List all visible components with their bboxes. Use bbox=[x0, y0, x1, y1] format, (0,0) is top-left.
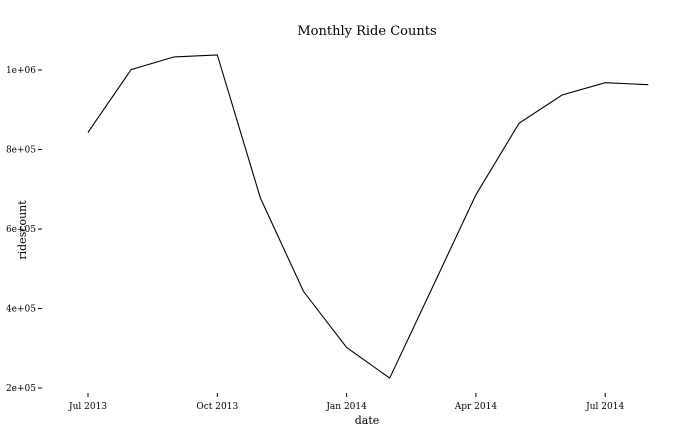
y-tick-label: 4e+05 bbox=[6, 305, 36, 315]
y-tick-label: 6e+05 bbox=[6, 225, 36, 235]
x-tick-label: Apr 2014 bbox=[454, 402, 498, 412]
x-tick-label: Oct 2013 bbox=[196, 402, 238, 412]
x-tick-label: Jan 2014 bbox=[325, 402, 367, 412]
x-axis: Jul 2013 Oct 2013 Jan 2014 Apr 2014 Jul 2014 bbox=[68, 393, 624, 412]
chart-title: Monthly Ride Counts bbox=[297, 24, 436, 39]
y-axis-title: ridescount bbox=[16, 200, 29, 260]
x-tick-label: Jul 2013 bbox=[68, 402, 107, 412]
series-line bbox=[87, 54, 649, 379]
x-tick-label: Jul 2014 bbox=[585, 402, 624, 412]
y-axis: 2e+05 4e+05 6e+05 8e+05 1e+06 bbox=[6, 66, 42, 394]
x-axis-title: date bbox=[355, 414, 380, 427]
y-tick-label: 2e+05 bbox=[6, 384, 36, 394]
series-group bbox=[87, 54, 649, 379]
y-tick-label: 1e+06 bbox=[6, 66, 36, 76]
y-tick-label: 8e+05 bbox=[6, 146, 36, 156]
